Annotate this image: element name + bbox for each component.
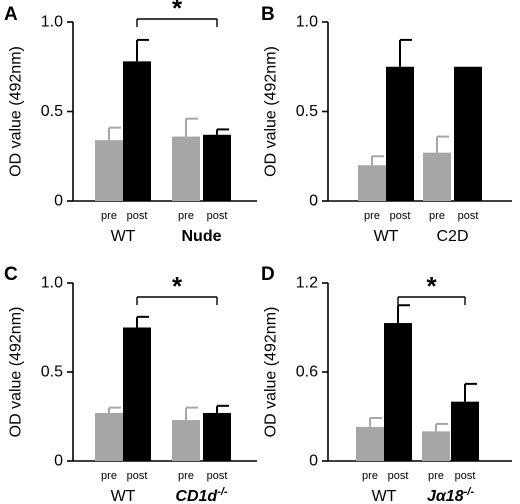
panel-b-ytick-label-1: 0.5 — [296, 103, 318, 120]
panel-c-xlabel-pre-0: pre — [101, 470, 117, 482]
panel-c-ytick-label-0: 0 — [54, 453, 63, 470]
panel-a-bar-post-0 — [123, 61, 151, 201]
panel-b-xlabel-pre-0: pre — [364, 210, 380, 222]
panel-b-bar-pre-0 — [358, 165, 386, 201]
panel-a-ytick-label-1: 0.5 — [41, 103, 63, 120]
panel-d-bar-pre-1 — [422, 431, 450, 461]
panel-c-xlabel-pre-1: pre — [178, 470, 194, 482]
panel-d-ytick-label-2: 1.2 — [296, 275, 318, 292]
panel-c-bar-post-0 — [123, 327, 151, 461]
panel-c-bar-pre-1 — [172, 420, 200, 461]
panel-d-xlabel-post-0: post — [388, 470, 409, 482]
panel-d-sig-star: * — [426, 271, 437, 301]
panel-a-sig-star: * — [172, 0, 183, 23]
panel-b-letter: B — [261, 4, 275, 25]
panel-a-xlabel-pre-1: pre — [178, 210, 194, 222]
panel-d-xlabel-post-1: post — [455, 470, 476, 482]
panel-d-ytick-label-1: 0.6 — [296, 364, 318, 381]
panel-c-bar-post-1 — [203, 412, 231, 461]
panel-b-bar-post-1 — [454, 66, 482, 201]
panel-d-group-superscript-1: -/- — [464, 486, 475, 498]
panel-a-bar-post-1 — [203, 134, 231, 201]
panel-a-letter: A — [4, 4, 18, 25]
panel-d-bar-post-1 — [451, 401, 479, 461]
panel-a-group-label-1: Nude — [182, 228, 222, 245]
panel-b-ylabel: OD value (492nm) — [263, 46, 280, 177]
panel-a-bar-pre-1 — [172, 136, 200, 201]
panel-a-bar-pre-0 — [95, 140, 123, 201]
panel-d-group-label-0: WT — [372, 488, 397, 504]
panel-d-bar-pre-0 — [356, 426, 384, 461]
panel-c-group-label-1: CD1d-/- — [175, 486, 228, 504]
panel-b-group-label-1: C2D — [436, 228, 468, 245]
panel-a-ylabel: OD value (492nm) — [8, 46, 25, 177]
panel-c-ytick-label-2: 1.0 — [41, 275, 63, 292]
panel-c-xlabel-post-0: post — [127, 470, 148, 482]
panel-a-ytick-label-2: 1.0 — [41, 14, 63, 31]
panel-a-group-label-0: WT — [111, 228, 136, 245]
panel-b-group-label-0: WT — [374, 228, 399, 245]
panel-b-bar-pre-1 — [423, 152, 451, 201]
panel-d-xlabel-pre-0: pre — [362, 470, 378, 482]
panel-c-group-superscript-1: -/- — [217, 486, 228, 498]
panel-c-xlabel-post-1: post — [207, 470, 228, 482]
panel-c-bar-pre-0 — [95, 412, 123, 461]
panel-a-xlabel-pre-0: pre — [101, 210, 117, 222]
panel-c-letter: C — [4, 264, 18, 285]
panel-d-bar-post-0 — [384, 323, 412, 461]
panel-b-ytick-label-0: 0 — [309, 193, 318, 210]
panel-c-sig-star: * — [172, 271, 183, 301]
panel-c-group-label-0: WT — [111, 488, 136, 504]
panel-d-xlabel-pre-1: pre — [428, 470, 444, 482]
panel-c-ytick-label-1: 0.5 — [41, 364, 63, 381]
panel-b-ytick-label-2: 1.0 — [296, 14, 318, 31]
panel-d-ylabel: OD value (492nm) — [263, 307, 280, 438]
panel-a-ytick-label-0: 0 — [54, 193, 63, 210]
panel-a-xlabel-post-1: post — [207, 210, 228, 222]
panel-b-xlabel-pre-1: pre — [429, 210, 445, 222]
panel-d-ytick-label-0: 0 — [309, 453, 318, 470]
panel-d-group-label-1: Jα18-/- — [427, 486, 474, 504]
panel-a-xlabel-post-0: post — [127, 210, 148, 222]
panel-d-letter: D — [261, 264, 275, 285]
panel-b-xlabel-post-0: post — [390, 210, 411, 222]
panel-b-bar-post-0 — [386, 66, 414, 201]
panel-c-ylabel: OD value (492nm) — [8, 307, 25, 438]
panel-b-xlabel-post-1: post — [458, 210, 479, 222]
